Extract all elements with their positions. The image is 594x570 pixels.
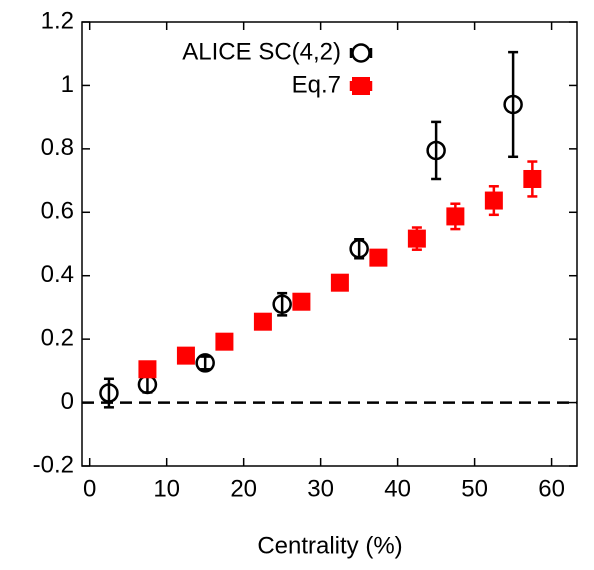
y-tick-label: 0.2 [41, 324, 74, 351]
marker [523, 169, 542, 188]
x-tick-label: 0 [83, 475, 96, 502]
marker [138, 360, 157, 379]
x-tick-label: 40 [384, 475, 411, 502]
y-tick-label: 0 [61, 388, 74, 415]
y-tick-label: 0.8 [41, 134, 74, 161]
x-tick-label: 60 [538, 475, 565, 502]
x-axis-label: Centrality (%) [257, 532, 402, 559]
y-tick-label: 0.6 [41, 198, 74, 225]
marker [99, 383, 119, 403]
x-tick-label: 20 [230, 475, 257, 502]
marker [349, 239, 369, 259]
marker [330, 273, 349, 292]
y-tick-label: -0.2 [33, 451, 74, 478]
legend-label: ALICE SC(4,2) [182, 38, 341, 65]
marker [484, 191, 503, 210]
legend-label: Eq.7 [292, 71, 341, 98]
y-tick-label: 1 [61, 71, 74, 98]
marker [215, 332, 234, 351]
marker [272, 294, 292, 315]
marker [503, 94, 523, 115]
legend-swatch [351, 43, 371, 63]
legend-swatch [352, 77, 370, 95]
marker [407, 229, 426, 248]
x-tick-label: 30 [307, 475, 334, 502]
y-tick-label: 0.4 [41, 261, 74, 288]
marker [426, 140, 446, 161]
x-tick-label: 50 [461, 475, 488, 502]
y-tick-label: 1.2 [41, 7, 74, 34]
x-tick-label: 10 [153, 475, 180, 502]
marker [446, 207, 465, 226]
marker [369, 248, 388, 267]
marker [195, 353, 215, 373]
marker [253, 312, 272, 331]
plot-frame [81, 21, 578, 467]
marker [176, 346, 195, 365]
marker [292, 292, 311, 311]
